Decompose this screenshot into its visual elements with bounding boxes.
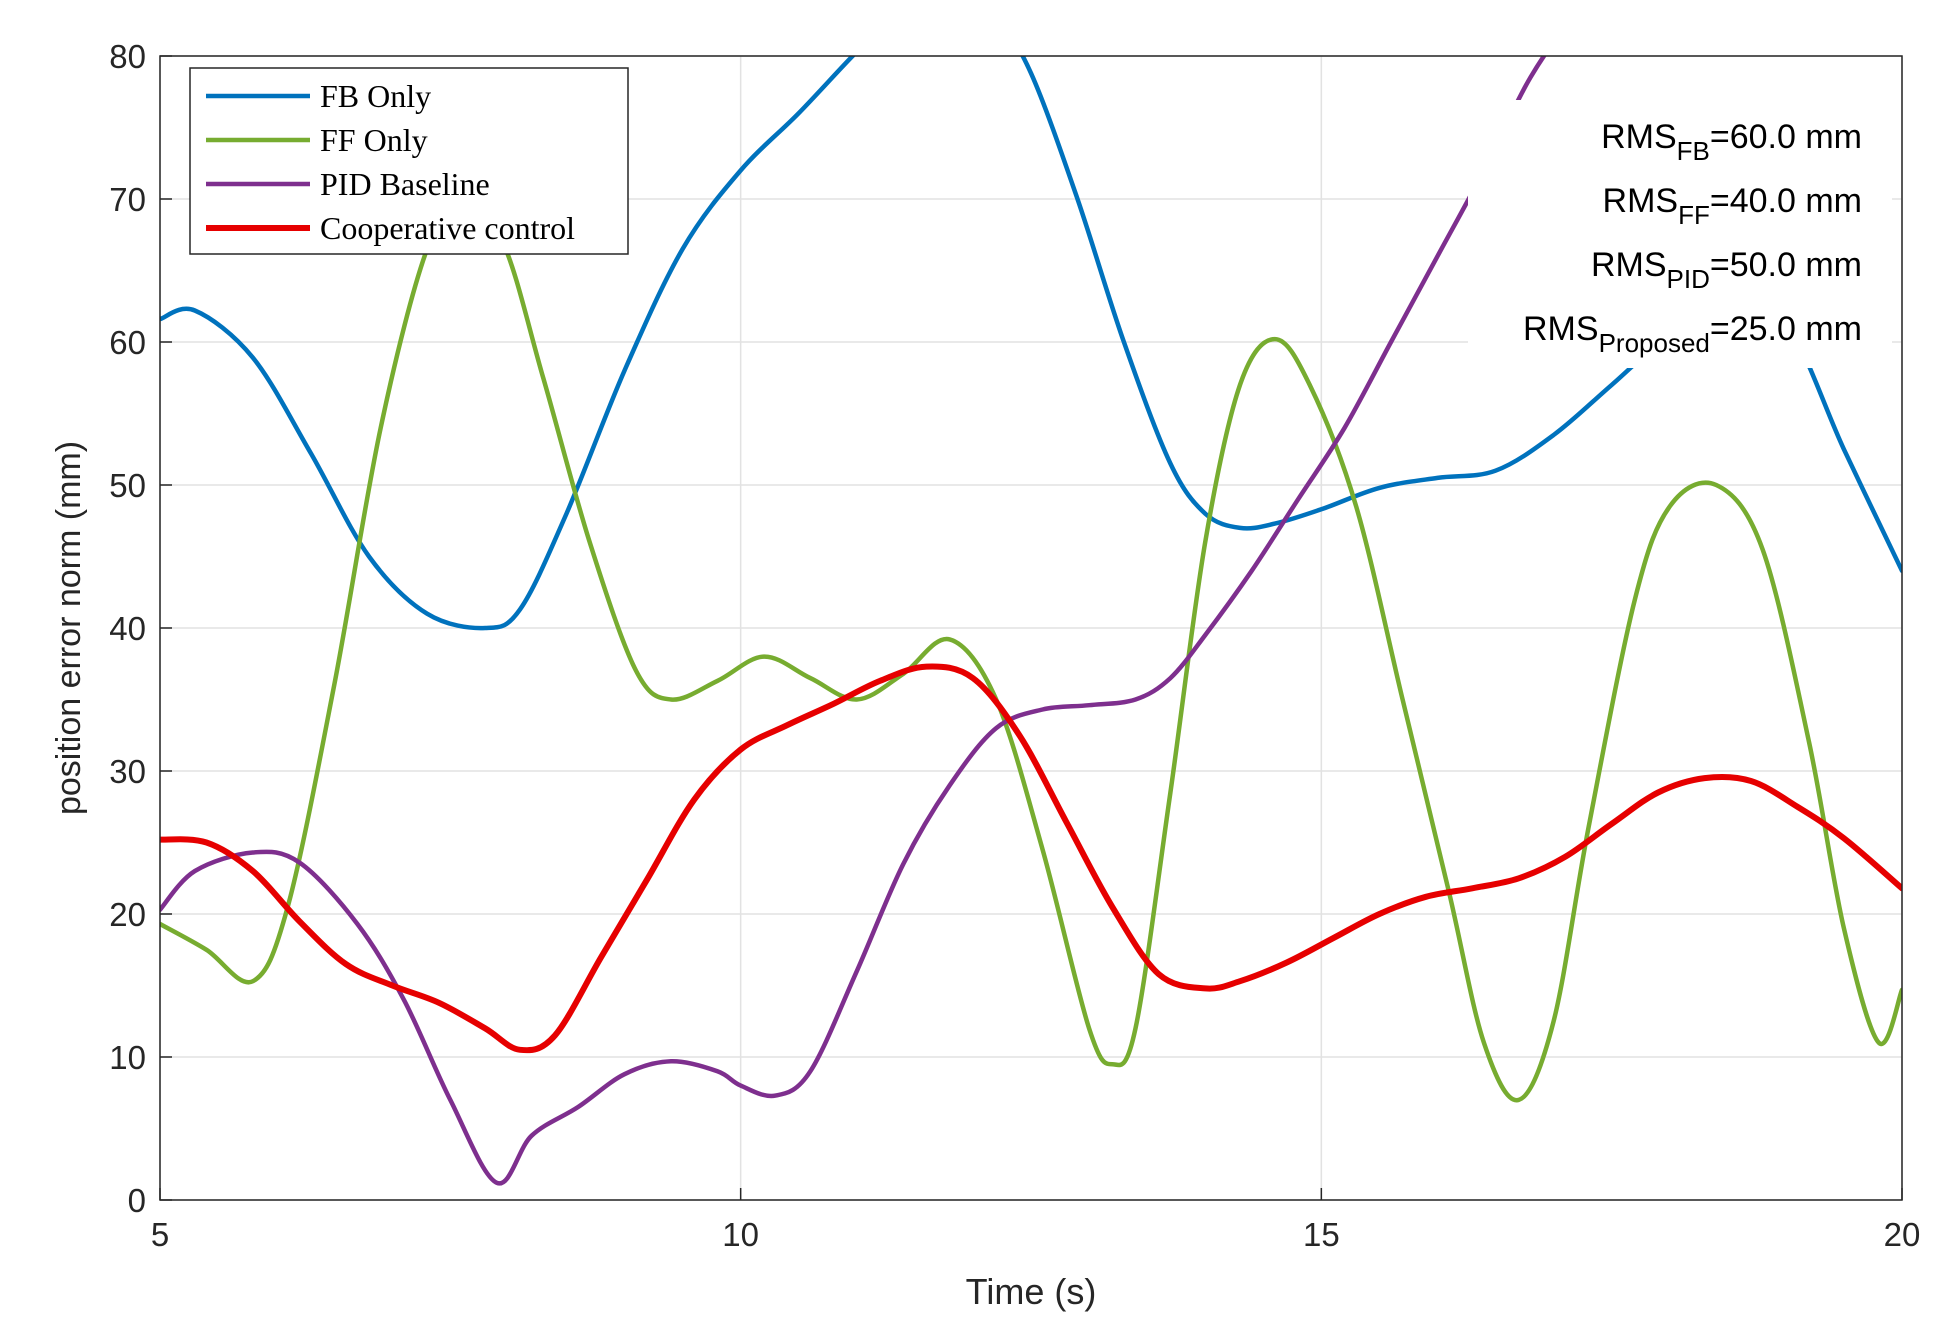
legend-label-pid-baseline: PID Baseline (320, 166, 490, 202)
x-tick-label: 5 (151, 1216, 169, 1253)
legend-box (189, 67, 629, 255)
legend-label-cooperative-control: Cooperative control (320, 210, 575, 246)
rms-annotation-fb: RMSFB=60.0 mm (1601, 118, 1862, 166)
y-tick-label: 60 (109, 324, 146, 361)
x-tick-label: 20 (1884, 1216, 1921, 1253)
x-tick-label: 10 (722, 1216, 759, 1253)
legend: FB Only FF Only PID Baseline Cooperative co… (189, 67, 629, 255)
rms-annotation-ff: RMSFF=40.0 mm (1603, 182, 1862, 230)
series-line-pid-baseline (160, 56, 1547, 1186)
rms-annotation-proposed: RMSProposed=25.0 mm (1523, 310, 1862, 358)
y-tick-label: 70 (109, 181, 146, 218)
y-tick-label: 10 (109, 1039, 146, 1076)
x-tick-label: 15 (1303, 1216, 1340, 1253)
y-tick-label: 30 (109, 753, 146, 790)
legend-label-fb-only: FB Only (320, 78, 431, 114)
x-axis-label: Time (s) (966, 1271, 1097, 1312)
y-axis-label: position error norm (mm) (50, 441, 88, 815)
annotation-background (1468, 100, 1892, 368)
rms-annotation-pid: RMSPID=50.0 mm (1591, 246, 1862, 294)
y-tick-label: 80 (109, 38, 146, 75)
y-tick-label: 50 (109, 467, 146, 504)
y-tick-label: 0 (128, 1182, 146, 1219)
axis-ticks: 5 10 15 20 0 10 20 30 40 50 60 70 80 (109, 38, 1920, 1253)
legend-label-ff-only: FF Only (320, 122, 428, 158)
y-tick-label: 40 (109, 610, 146, 647)
series-line-fb-only (160, 56, 1902, 631)
rms-annotation-box: RMSFB=60.0 mm RMSFF=40.0 mm RMSPID=50.0 mm… (1468, 100, 1892, 368)
y-tick-label: 20 (109, 896, 146, 933)
series-line-cooperative-control (160, 663, 1902, 1054)
